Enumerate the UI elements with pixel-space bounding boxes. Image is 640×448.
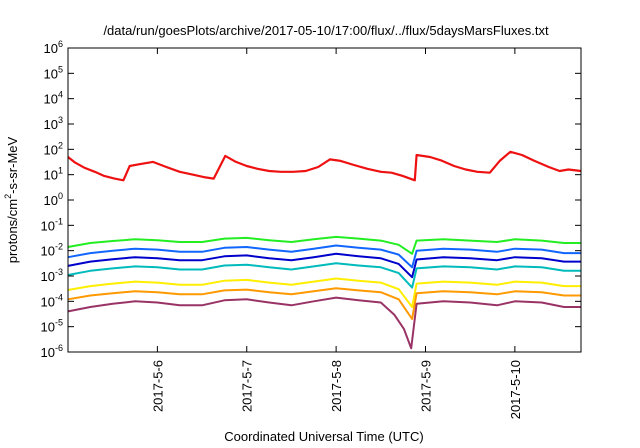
x-tick-label: 2017-5-7	[240, 360, 255, 412]
y-tick-label: 10-2	[41, 242, 63, 259]
y-tick-label: 10-3	[41, 267, 63, 284]
series-line-2	[67, 235, 581, 255]
y-tick-label: 102	[44, 140, 63, 157]
series-line-7	[67, 287, 581, 320]
x-tick-label: 2017-5-8	[329, 360, 344, 412]
y-tick-label: 105	[44, 64, 63, 81]
y-tick-label: 101	[44, 166, 63, 183]
series-layer	[67, 150, 582, 350]
x-tick-label: 2017-5-10	[508, 360, 523, 419]
y-tick-label: 104	[44, 90, 63, 107]
series-line-8	[67, 296, 581, 350]
plot-frame	[67, 47, 582, 353]
y-tick-label: 10-5	[41, 318, 63, 335]
x-axis: 2017-5-6 2017-5-7 2017-5-8 2017-5-9 2017-5-1…	[150, 48, 523, 419]
y-tick-label: 10-4	[41, 292, 63, 309]
series-line-1	[67, 150, 582, 182]
chart-title: /data/run/goesPlots/archive/2017-05-10/1…	[103, 23, 549, 38]
y-tick-label: 106	[44, 39, 63, 56]
series-line-5	[67, 262, 581, 289]
y-axis-label: protons/cm2-s-sr-MeV	[3, 136, 20, 263]
x-tick-label: 2017-5-6	[150, 360, 165, 412]
series-line-3	[67, 244, 581, 269]
y-tick-label: 10-6	[41, 343, 63, 360]
series-line-4	[67, 252, 581, 279]
series-line-6	[67, 277, 581, 308]
y-axis: 10-6 10-5 10-4 10-3 10-2 10-1 100 101 102 103 104 1…	[41, 39, 581, 360]
x-tick-label: 2017-5-9	[418, 360, 433, 412]
x-axis-label: Coordinated Universal Time (UTC)	[224, 429, 423, 444]
y-tick-label: 10-1	[41, 216, 63, 233]
y-tick-label: 100	[44, 191, 63, 208]
y-tick-label: 103	[44, 115, 63, 132]
